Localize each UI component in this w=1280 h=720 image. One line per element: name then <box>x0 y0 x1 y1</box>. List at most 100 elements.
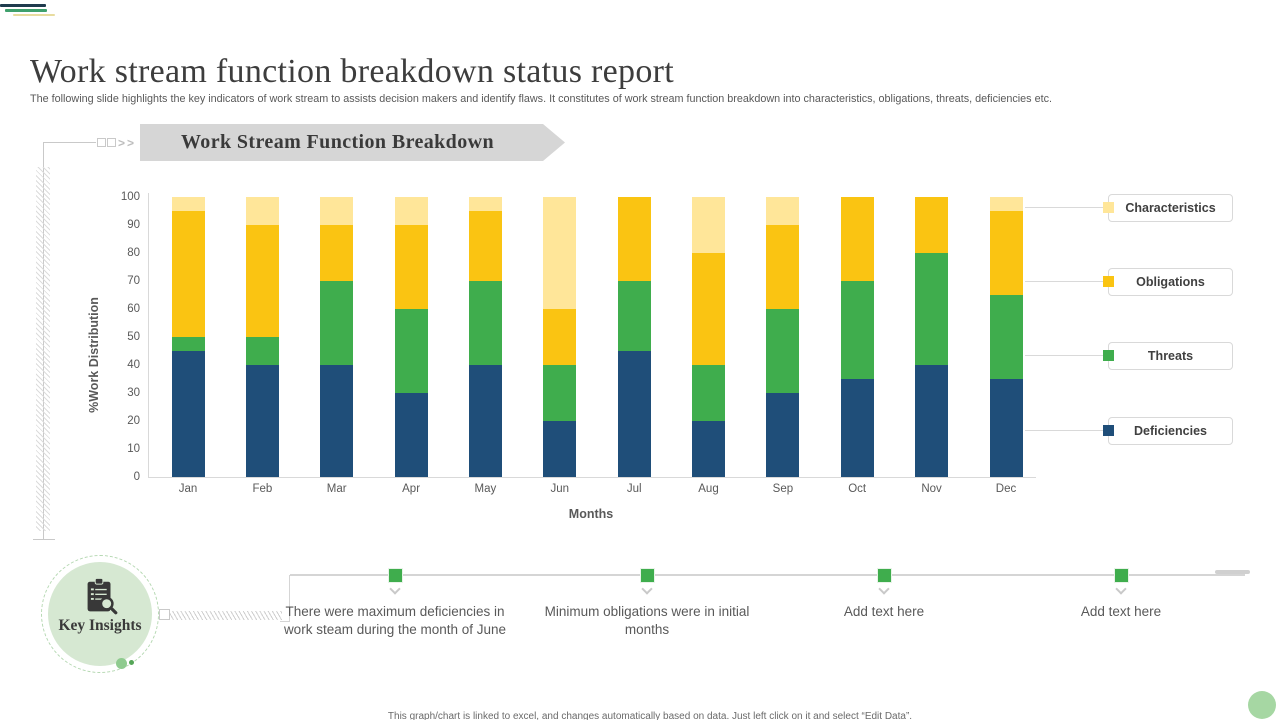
x-axis-line <box>148 477 1036 478</box>
bar-segment-feb-threats <box>245 337 279 365</box>
key-insights-label: Key Insights <box>58 617 142 634</box>
legend-connector-line <box>1025 281 1108 282</box>
bar-segment-aug-deficiencies <box>692 421 725 477</box>
bar-segment-aug-characteristics <box>692 197 725 253</box>
left-rail-tick <box>33 539 55 540</box>
bar-segment-apr-characteristics <box>394 197 428 225</box>
bar-segment-dec-characteristics <box>989 197 1023 211</box>
y-tick-label: 10 <box>127 443 140 455</box>
chevron-right-icon: > <box>127 136 135 150</box>
bar-segment-feb-obligations <box>245 225 279 337</box>
x-tick-label: Oct <box>848 483 867 495</box>
bar-segment-dec-deficiencies <box>989 379 1023 477</box>
x-tick-label: May <box>474 483 497 495</box>
connector-hatch-line <box>170 611 282 620</box>
legend-swatch-obligations <box>1103 276 1114 287</box>
bar-segment-jan-characteristics <box>171 197 205 211</box>
bar-segment-jun-deficiencies <box>543 421 577 477</box>
y-tick-label: 100 <box>120 191 140 203</box>
bar-segment-oct-obligations <box>840 197 874 281</box>
bar-segment-feb-deficiencies <box>245 365 279 477</box>
logo-stripe-navy <box>0 4 46 7</box>
bar-segment-oct-threats <box>840 281 874 379</box>
x-tick-label: Nov <box>921 483 942 495</box>
x-tick-label: Feb <box>252 483 273 495</box>
legend-connector-line <box>1025 430 1108 431</box>
bar-segment-sep-characteristics <box>766 197 800 225</box>
bar-segment-aug-obligations <box>692 253 725 365</box>
bar-segment-aug-threats <box>692 365 725 421</box>
corner-accent-circle <box>1248 691 1276 719</box>
x-tick-label: Dec <box>995 483 1017 495</box>
bar-segment-sep-obligations <box>766 225 800 309</box>
page-title: Work stream function breakdown status re… <box>30 52 675 90</box>
logo-stripe-yellow <box>13 14 55 16</box>
y-tick-label: 50 <box>127 331 140 343</box>
timeline-line <box>290 574 1245 576</box>
bar-segment-nov-obligations <box>915 197 949 253</box>
bar-segment-may-deficiencies <box>468 365 502 477</box>
y-tick-label: 90 <box>127 219 140 231</box>
bar-segment-jan-threats <box>171 337 205 351</box>
bar-segment-jul-deficiencies <box>617 351 651 477</box>
deco-square <box>97 138 106 147</box>
connector-elbow-h <box>280 621 290 622</box>
bar-segment-sep-threats <box>766 309 800 393</box>
legend-item-obligations: Obligations <box>1103 268 1233 296</box>
connector-elbow-v <box>289 575 290 622</box>
legend-item-characteristics: Characteristics <box>1103 194 1233 222</box>
y-tick-label: 30 <box>127 387 140 399</box>
legend-connector-line <box>1025 207 1108 208</box>
bar-segment-nov-deficiencies <box>915 365 949 477</box>
legend-label: Characteristics <box>1125 201 1216 215</box>
bar-segment-may-characteristics <box>468 197 502 211</box>
bar-segment-may-threats <box>468 281 502 365</box>
key-insights-dashed-ring <box>41 555 159 673</box>
bar-segment-mar-obligations <box>320 225 354 281</box>
bar-segment-oct-deficiencies <box>840 379 874 477</box>
chevron-right-icon: > <box>118 136 126 150</box>
bar-segment-jan-deficiencies <box>171 351 205 477</box>
x-tick-label: Jun <box>550 483 570 495</box>
legend-label: Threats <box>1147 349 1194 363</box>
bar-segment-jun-threats <box>543 365 577 421</box>
clipboard-magnifier-icon <box>87 577 118 615</box>
legend-label: Obligations <box>1136 275 1205 289</box>
section-banner: Work Stream Function Breakdown <box>140 124 565 161</box>
bar-segment-may-obligations <box>468 211 502 281</box>
x-tick-label: Mar <box>326 483 347 495</box>
deco-dot-large <box>116 658 127 669</box>
timeline-end-cap <box>1215 570 1250 574</box>
legend-connector-line <box>1025 355 1108 356</box>
x-tick-label: Aug <box>698 483 719 495</box>
bar-segment-dec-threats <box>989 295 1023 379</box>
legend-item-threats: Threats <box>1103 342 1233 370</box>
bar-segment-dec-obligations <box>989 211 1023 295</box>
y-tick-label: 0 <box>133 471 140 483</box>
section-banner-label: Work Stream Function Breakdown <box>181 131 494 153</box>
legend-swatch-deficiencies <box>1103 425 1114 436</box>
bar-segment-apr-threats <box>394 309 428 393</box>
logo-stripe-green <box>5 9 47 12</box>
bar-segment-jun-obligations <box>543 309 577 365</box>
legend-label: Deficiencies <box>1134 424 1207 438</box>
y-tick-label: 80 <box>127 247 140 259</box>
x-axis-title: Months <box>568 507 614 521</box>
y-tick-label: 60 <box>127 303 140 315</box>
bar-segment-apr-deficiencies <box>394 393 428 477</box>
y-tick-label: 20 <box>127 415 140 427</box>
y-tick-label: 40 <box>127 359 140 371</box>
connector-square <box>159 609 170 620</box>
x-tick-label: Jan <box>178 483 198 495</box>
banner-connector-line <box>44 142 96 143</box>
bar-segment-nov-threats <box>915 253 949 365</box>
x-tick-label: Apr <box>402 483 421 495</box>
legend-swatch-threats <box>1103 350 1114 361</box>
deco-square <box>107 138 116 147</box>
bar-segment-mar-deficiencies <box>320 365 354 477</box>
bar-segment-jan-obligations <box>171 211 205 337</box>
bar-segment-jul-obligations <box>617 197 651 281</box>
bar-segment-mar-threats <box>320 281 354 365</box>
